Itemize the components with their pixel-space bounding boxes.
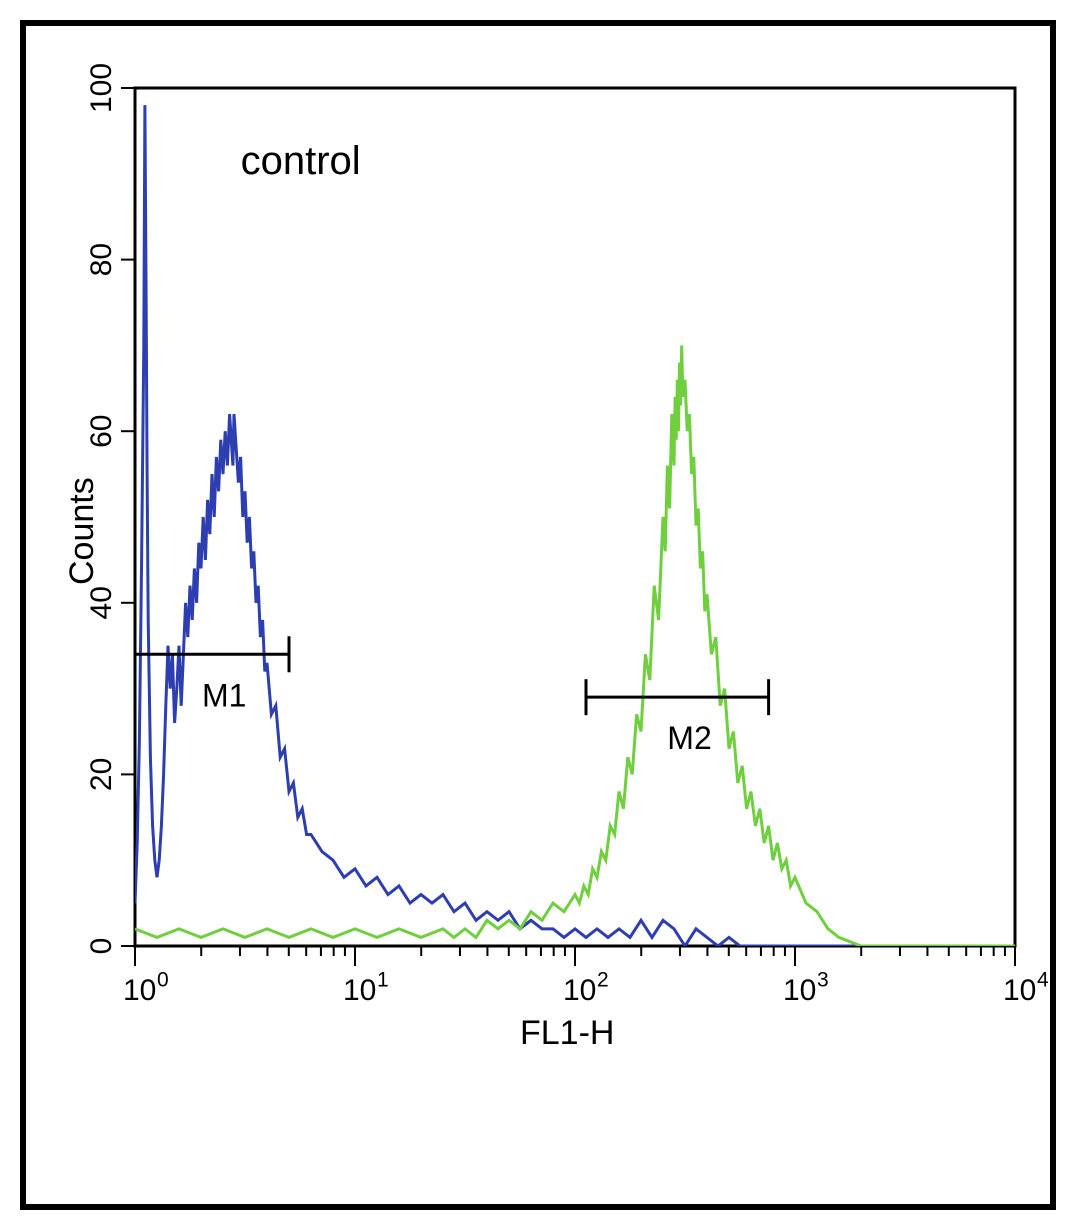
x-tick-label: 102 [563,969,609,1008]
x-tick-label: 103 [783,969,829,1008]
x-tick-label: 101 [343,969,389,1008]
marker-m2-label: M2 [667,720,711,756]
x-tick-label: 104 [1003,969,1049,1008]
x-tick-label: 100 [123,969,169,1008]
svg-text:4: 4 [1037,969,1049,992]
svg-text:2: 2 [597,969,609,992]
y-tick-label: 100 [85,63,118,113]
y-tick-label: 80 [85,243,118,276]
svg-text:10: 10 [563,974,596,1007]
svg-text:10: 10 [783,974,816,1007]
annotation-control: control [241,139,361,183]
y-tick-label: 20 [85,758,118,791]
svg-text:10: 10 [1003,974,1036,1007]
y-axis-label: Counts [63,477,102,585]
y-tick-label: 60 [85,415,118,448]
svg-text:3: 3 [817,969,829,992]
marker-m1-label: M1 [202,677,246,713]
y-tick-label: 0 [85,938,118,955]
svg-text:1: 1 [377,969,389,992]
x-axis-label: FL1-H [520,1014,614,1053]
svg-text:10: 10 [123,974,156,1007]
y-tick-label: 40 [85,586,118,619]
svg-text:0: 0 [157,969,169,992]
svg-text:10: 10 [343,974,376,1007]
